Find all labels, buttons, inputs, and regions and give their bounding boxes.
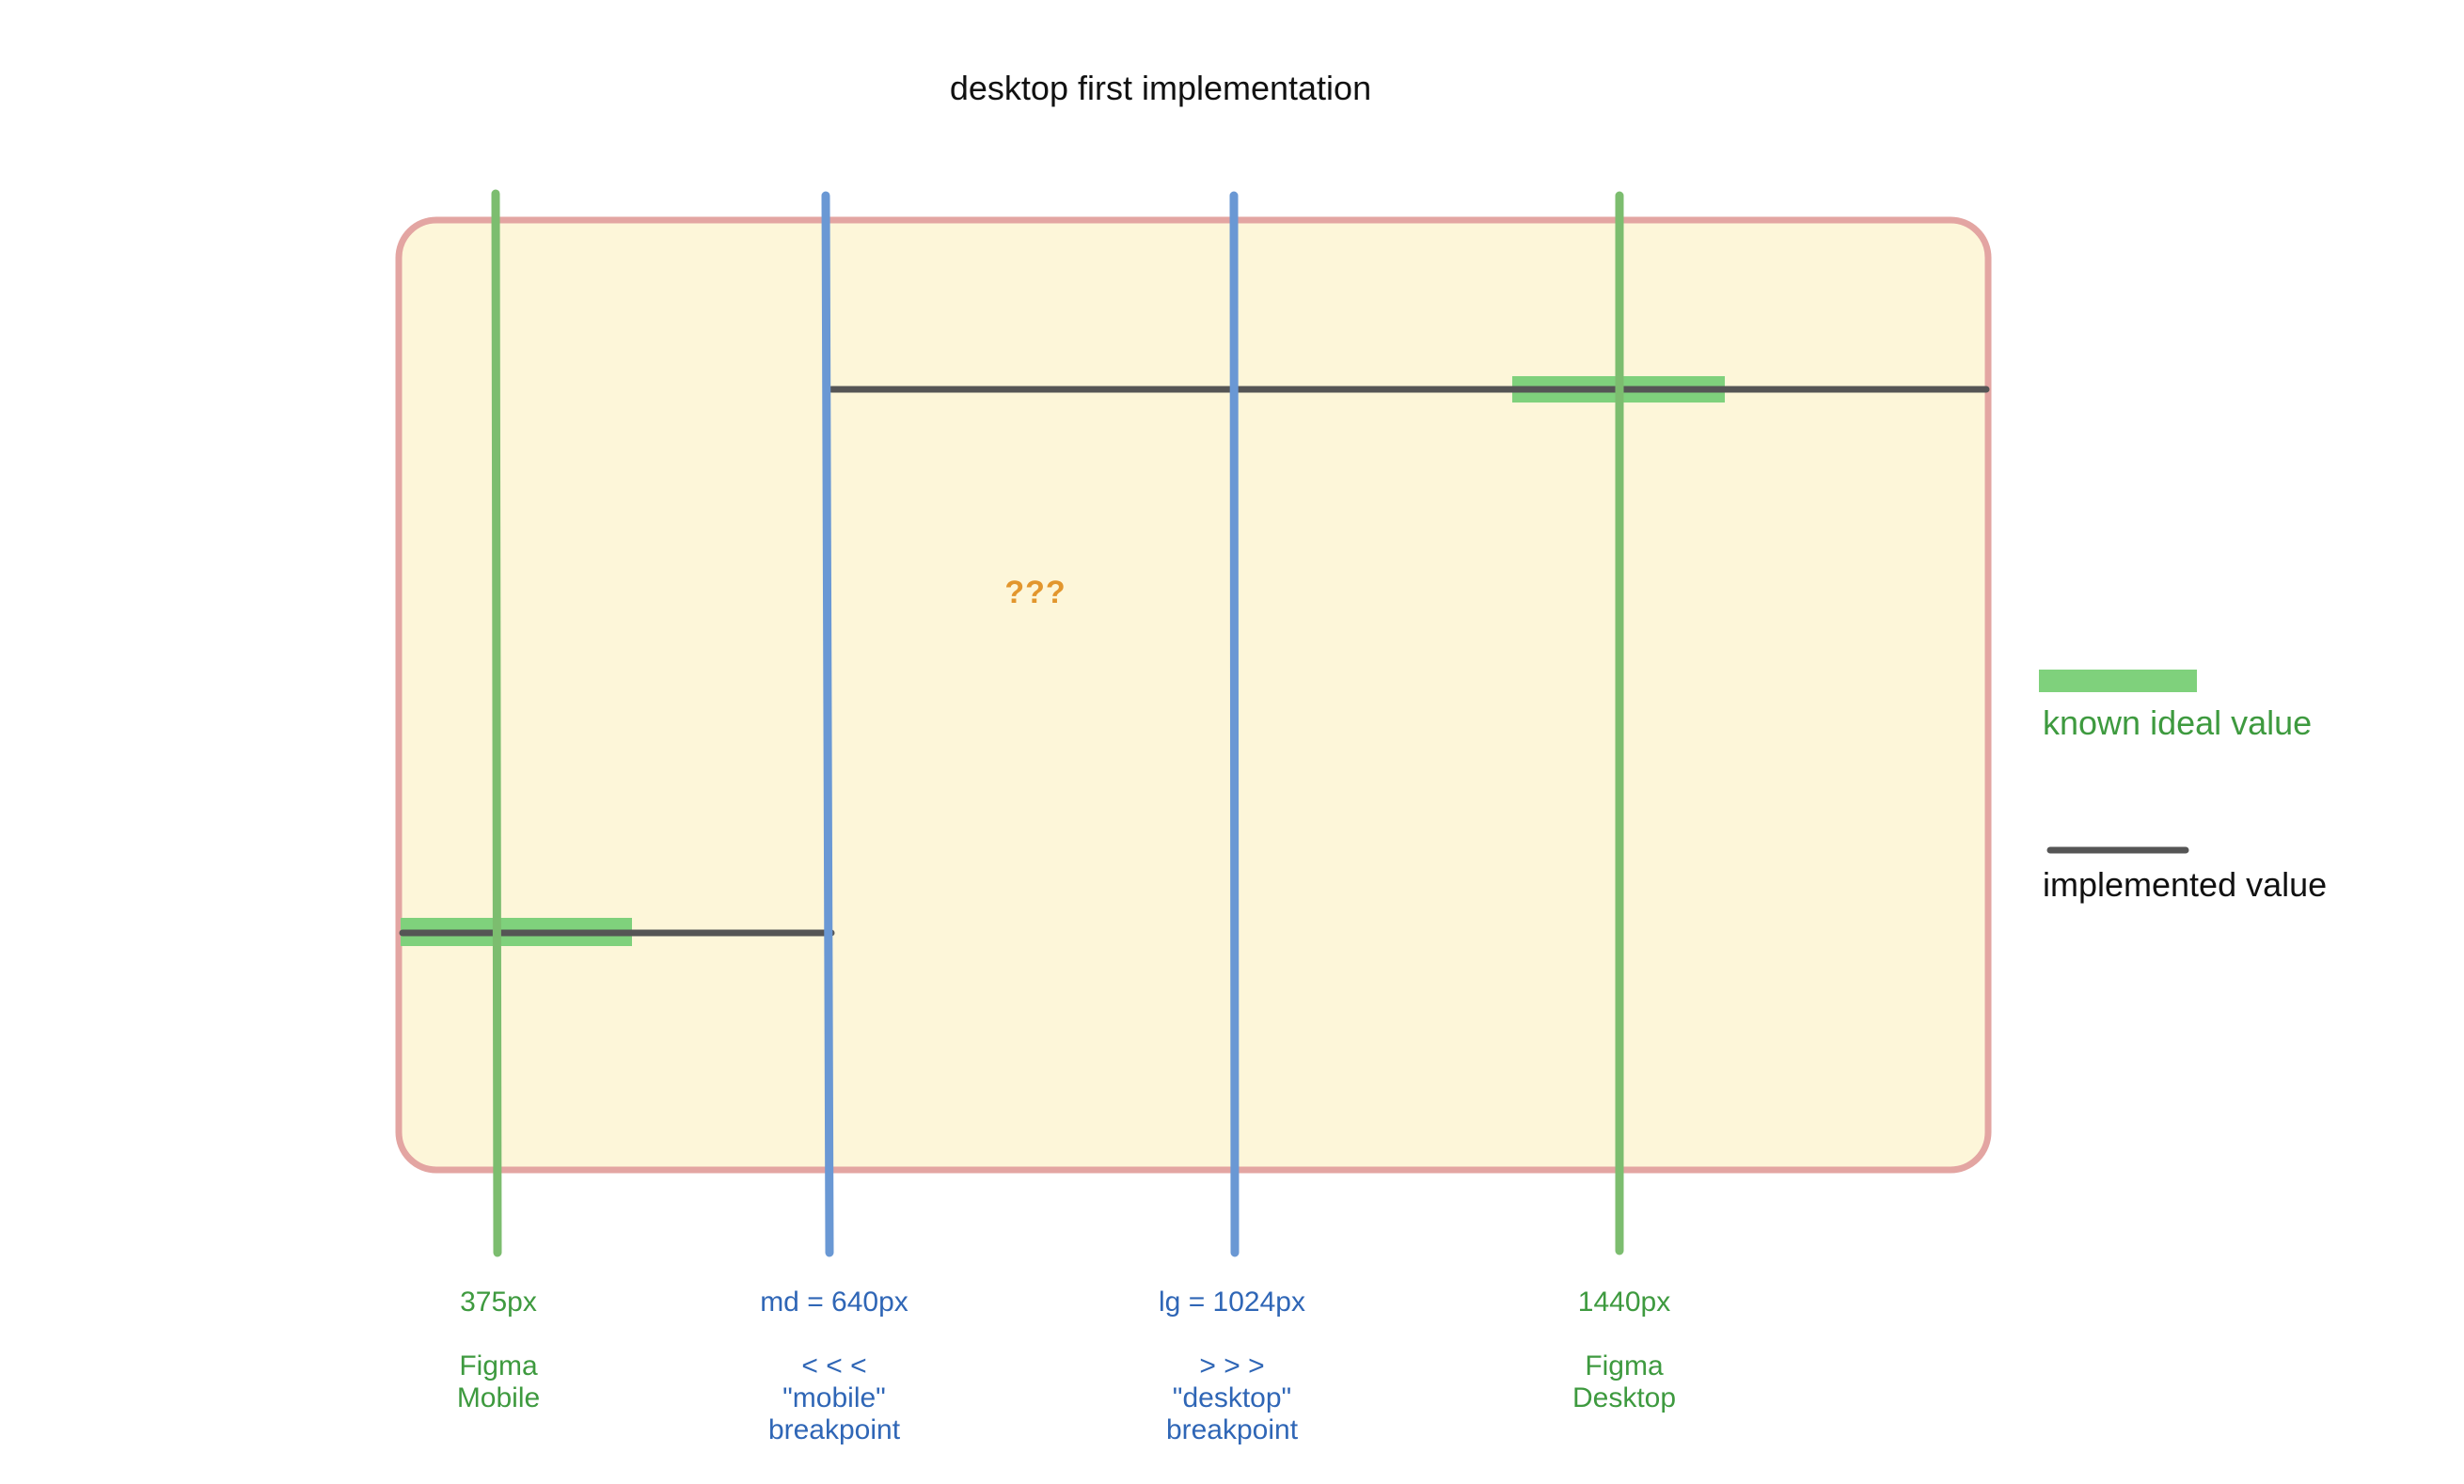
md-desc-line: "mobile"	[782, 1382, 886, 1413]
lg-description: > > > "desktop" breakpoint	[1166, 1350, 1298, 1446]
figma-mobile-desc-line: Mobile	[456, 1382, 541, 1413]
lg-breakpoint-line	[1229, 191, 1240, 1257]
lg-desc-line: breakpoint	[1165, 1414, 1299, 1445]
legend-implemented-label: implemented value	[2043, 865, 2328, 904]
figma-mobile-px-label: 375px	[460, 1287, 537, 1318]
figma-mobile-line	[491, 189, 502, 1257]
md-desc-line: < < <	[801, 1350, 867, 1381]
legend-known-ideal-label: known ideal value	[2043, 703, 2313, 742]
figma-desktop-description: Figma Desktop	[1572, 1350, 1676, 1414]
figma-desktop-px-label: 1440px	[1577, 1287, 1671, 1318]
figma-mobile-description: Figma Mobile	[457, 1350, 540, 1414]
diagram-title: desktop first implementation	[949, 69, 1372, 107]
lg-desc-line: > > >	[1199, 1350, 1265, 1381]
legend-known-ideal-swatch	[2039, 670, 2197, 692]
md-px-label: md = 640px	[760, 1287, 908, 1318]
viewport-region	[395, 216, 1992, 1174]
md-description: < < < "mobile" breakpoint	[768, 1350, 900, 1446]
lg-desc-line: "desktop"	[1172, 1382, 1292, 1413]
figma-mobile-desc-line: Figma	[459, 1350, 538, 1381]
figma-desktop-desc-line: Desktop	[1572, 1382, 1677, 1413]
md-desc-line: breakpoint	[767, 1414, 901, 1445]
figma-desktop-desc-line: Figma	[1585, 1350, 1664, 1381]
unknown-region-label: ???	[1004, 575, 1066, 610]
md-breakpoint-line	[821, 191, 834, 1257]
lg-px-label: lg = 1024px	[1159, 1287, 1305, 1318]
